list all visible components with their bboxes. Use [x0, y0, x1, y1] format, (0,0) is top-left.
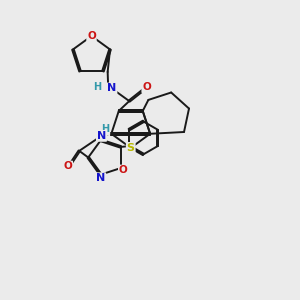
Text: O: O	[64, 161, 72, 172]
Text: H: H	[93, 82, 101, 92]
Text: H: H	[101, 124, 110, 134]
Text: N: N	[97, 131, 106, 141]
Text: O: O	[142, 82, 151, 92]
Text: N: N	[107, 83, 116, 94]
Text: O: O	[119, 166, 128, 176]
Text: O: O	[87, 31, 96, 41]
Text: S: S	[127, 143, 135, 153]
Text: N: N	[96, 173, 105, 183]
